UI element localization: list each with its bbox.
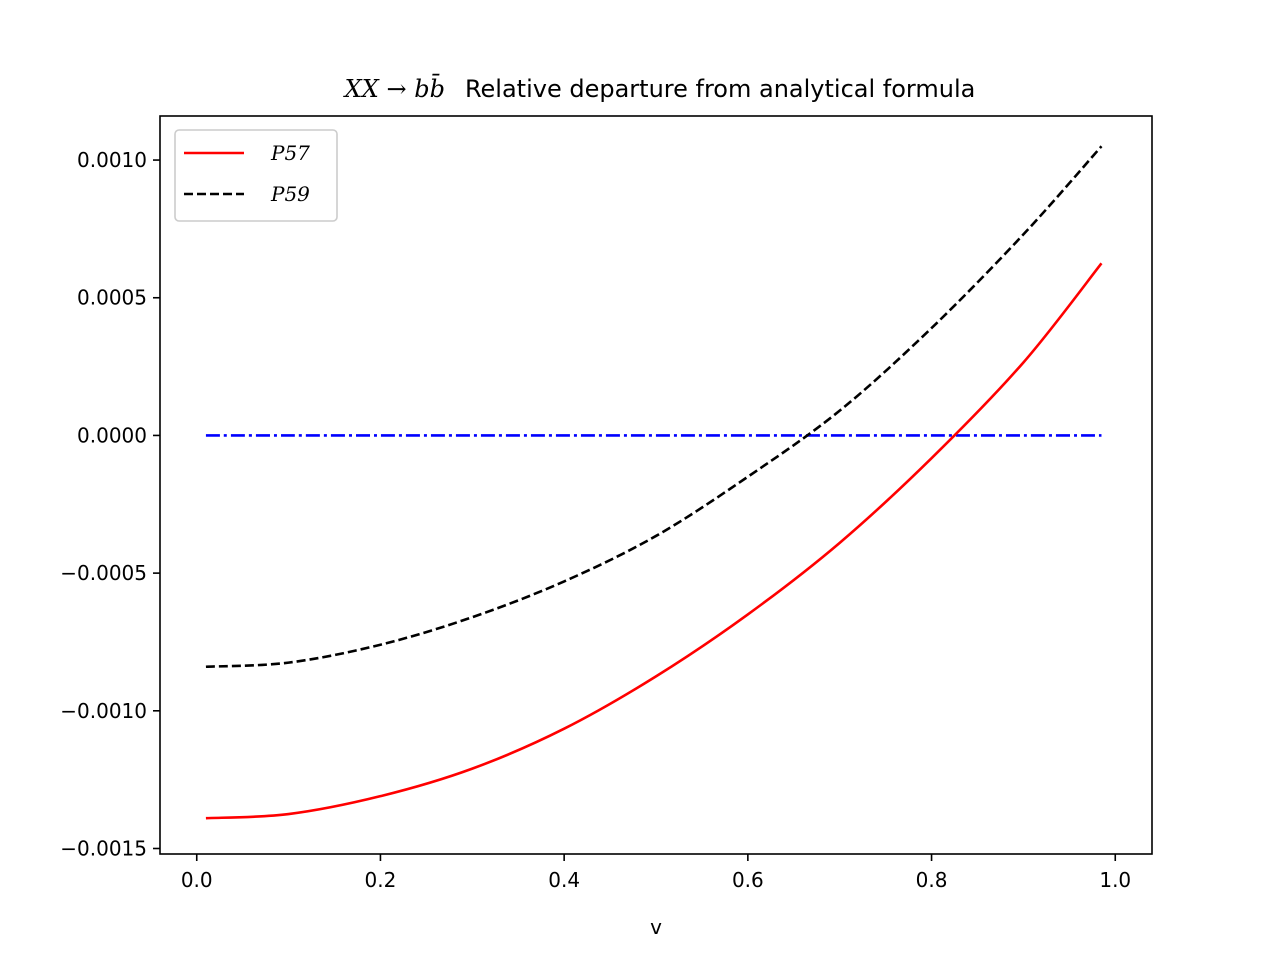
lines-layer: [205, 145, 1103, 820]
y-tick-label: −0.0005: [60, 561, 147, 585]
legend-box: [174, 129, 338, 222]
x-tick-label: 0.2: [365, 868, 397, 892]
chart-title: XX → bb̄ Relative departure from analytic…: [343, 74, 976, 103]
chart-title-math: XX → bb̄: [343, 74, 445, 103]
plot-frame: [159, 115, 1153, 855]
y-tick-label: 0.0000: [77, 423, 147, 447]
x-tick-label: 0.6: [732, 868, 764, 892]
y-tick-label: −0.0010: [60, 699, 147, 723]
x-tick-label: 1.0: [1099, 868, 1131, 892]
legend: P57 P59: [174, 129, 338, 222]
series-line-p59: [205, 145, 1103, 669]
x-tick-label: 0.8: [916, 868, 948, 892]
x-axis-label: v: [650, 915, 662, 939]
y-tick-label: 0.0010: [77, 148, 147, 172]
x-axis: 0.0 0.2 0.4 0.6 0.8 1.0: [181, 854, 1131, 892]
x-tick-label: 0.0: [181, 868, 213, 892]
x-tick-label: 0.4: [548, 868, 580, 892]
y-tick-label: 0.0005: [77, 286, 147, 310]
chart-title-text: Relative departure from analytical formu…: [465, 75, 975, 103]
legend-label-p59: P59: [270, 182, 310, 206]
y-axis: 0.0010 0.0005 0.0000 −0.0005 −0.0010 −0.0015: [60, 148, 160, 860]
y-tick-label: −0.0015: [60, 836, 147, 860]
legend-label-p57: P57: [270, 141, 310, 165]
series-line-p57: [205, 262, 1103, 820]
